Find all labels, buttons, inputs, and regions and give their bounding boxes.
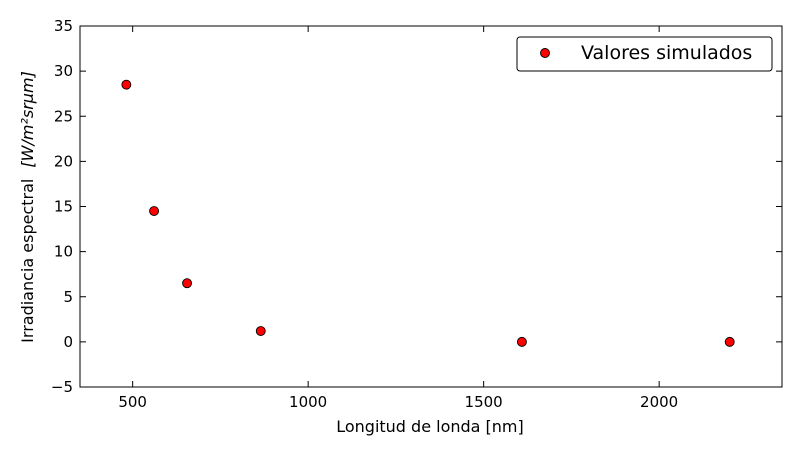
- data-point: [149, 206, 160, 216]
- legend: Valores simulados: [516, 36, 773, 72]
- data-point: [182, 278, 193, 289]
- legend-marker: [540, 48, 550, 58]
- tick-layer: 500 1000 1500 2000 −5 0 5 10 15 20 25 30 35: [51, 17, 782, 411]
- legend-label: Valores simulados: [581, 42, 752, 64]
- x-tick-label: 2000: [640, 393, 678, 411]
- y-tick-label: 15: [54, 198, 73, 216]
- y-axis-label-units: [W/m²srμm]: [18, 71, 37, 167]
- x-tick-label: 1500: [465, 393, 503, 411]
- data-point: [724, 336, 735, 347]
- y-tick-label: 20: [54, 152, 73, 170]
- y-tick-label: 35: [54, 17, 73, 35]
- points-layer: [121, 79, 735, 347]
- data-point: [516, 336, 527, 347]
- x-tick-label: 1000: [289, 393, 327, 411]
- data-point: [121, 79, 132, 90]
- y-tick-label: 30: [54, 62, 73, 80]
- x-tick-label: 500: [118, 393, 147, 411]
- y-tick-label: 25: [54, 107, 73, 125]
- x-axis-label: Longitud de londa [nm]: [336, 417, 524, 436]
- data-point: [255, 326, 266, 336]
- y-tick-label: 0: [63, 333, 73, 351]
- y-axis-label-group: Irradiancia espectral [W/m²srμm]: [18, 71, 37, 343]
- plot-area-frame: [79, 25, 783, 388]
- legend-frame: [516, 36, 773, 72]
- y-tick-label: −5: [51, 378, 73, 396]
- plot-frame-layer: [79, 25, 783, 388]
- y-axis-label: Irradiancia espectral [W/m²srμm]: [18, 71, 37, 343]
- y-tick-label: 5: [63, 288, 73, 306]
- y-axis-label-main: Irradiancia espectral: [18, 179, 37, 343]
- y-tick-label: 10: [54, 243, 73, 261]
